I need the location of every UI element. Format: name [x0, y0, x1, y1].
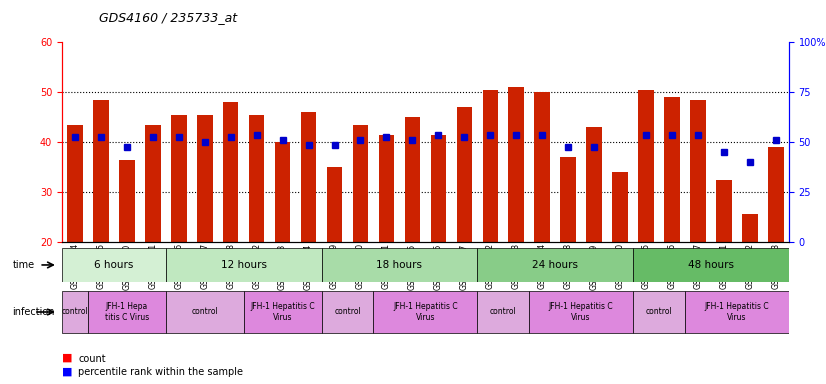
- Text: percentile rank within the sample: percentile rank within the sample: [78, 367, 244, 377]
- Bar: [534, 92, 550, 242]
- Bar: [145, 124, 160, 242]
- FancyBboxPatch shape: [88, 291, 166, 333]
- Text: ■: ■: [62, 366, 73, 376]
- FancyBboxPatch shape: [244, 291, 321, 333]
- Bar: [378, 135, 394, 242]
- Bar: [509, 87, 524, 242]
- Text: 48 hours: 48 hours: [688, 260, 734, 270]
- Text: 12 hours: 12 hours: [221, 260, 267, 270]
- Text: count: count: [78, 354, 106, 364]
- Bar: [664, 97, 680, 242]
- Text: control: control: [335, 308, 361, 316]
- Text: JFH-1 Hepatitis C
Virus: JFH-1 Hepatitis C Virus: [705, 302, 769, 322]
- FancyBboxPatch shape: [477, 248, 633, 281]
- Bar: [638, 90, 654, 242]
- Bar: [612, 172, 628, 242]
- Text: control: control: [646, 308, 672, 316]
- FancyBboxPatch shape: [477, 291, 529, 333]
- FancyBboxPatch shape: [62, 248, 166, 281]
- Bar: [691, 100, 705, 242]
- Bar: [197, 115, 212, 242]
- Bar: [586, 127, 602, 242]
- Bar: [560, 157, 576, 242]
- Text: control: control: [490, 308, 516, 316]
- FancyBboxPatch shape: [166, 248, 321, 281]
- FancyBboxPatch shape: [633, 248, 789, 281]
- FancyBboxPatch shape: [321, 248, 477, 281]
- Text: 24 hours: 24 hours: [532, 260, 578, 270]
- Bar: [457, 107, 472, 242]
- Bar: [119, 160, 135, 242]
- Bar: [223, 102, 239, 242]
- Text: 6 hours: 6 hours: [94, 260, 134, 270]
- Bar: [67, 124, 83, 242]
- Bar: [716, 180, 732, 242]
- Bar: [768, 147, 784, 242]
- Text: ■: ■: [62, 353, 73, 363]
- Bar: [93, 100, 109, 242]
- Bar: [301, 112, 316, 242]
- FancyBboxPatch shape: [373, 291, 477, 333]
- Bar: [327, 167, 342, 242]
- Bar: [430, 135, 446, 242]
- Bar: [171, 115, 187, 242]
- Bar: [742, 214, 757, 242]
- FancyBboxPatch shape: [62, 291, 88, 333]
- Text: 18 hours: 18 hours: [377, 260, 422, 270]
- Bar: [249, 115, 264, 242]
- FancyBboxPatch shape: [633, 291, 685, 333]
- FancyBboxPatch shape: [529, 291, 633, 333]
- FancyBboxPatch shape: [321, 291, 373, 333]
- Text: control: control: [62, 308, 88, 316]
- Bar: [275, 142, 291, 242]
- Text: JFH-1 Hepatitis C
Virus: JFH-1 Hepatitis C Virus: [250, 302, 315, 322]
- FancyBboxPatch shape: [685, 291, 789, 333]
- Text: JFH-1 Hepatitis C
Virus: JFH-1 Hepatitis C Virus: [393, 302, 458, 322]
- Bar: [482, 90, 498, 242]
- Text: JFH-1 Hepatitis C
Virus: JFH-1 Hepatitis C Virus: [548, 302, 614, 322]
- FancyBboxPatch shape: [166, 291, 244, 333]
- Text: time: time: [12, 260, 35, 270]
- Bar: [405, 117, 420, 242]
- Text: GDS4160 / 235733_at: GDS4160 / 235733_at: [99, 12, 237, 25]
- Text: infection: infection: [12, 307, 55, 317]
- Text: JFH-1 Hepa
titis C Virus: JFH-1 Hepa titis C Virus: [105, 302, 149, 322]
- Bar: [353, 124, 368, 242]
- Text: control: control: [192, 308, 218, 316]
